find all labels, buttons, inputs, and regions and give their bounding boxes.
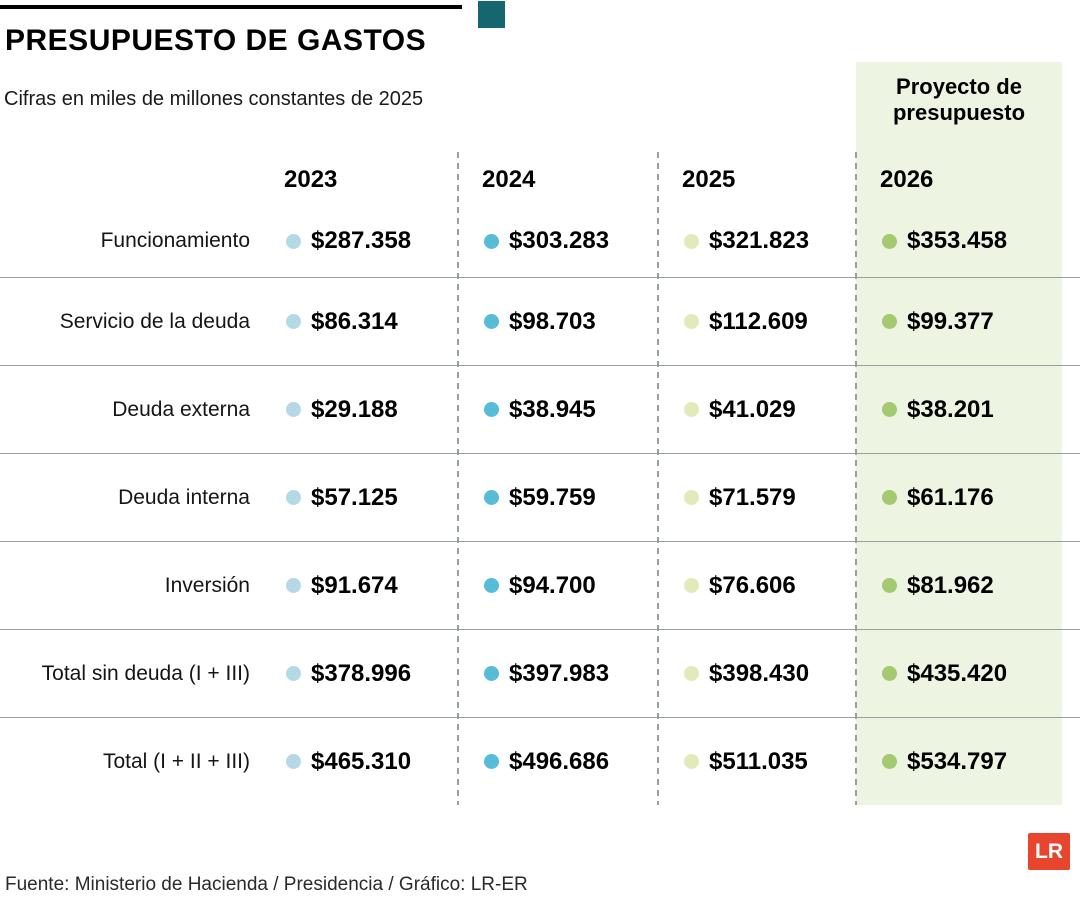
dot-icon xyxy=(882,666,897,681)
row-label: Total sin deuda (I + III) xyxy=(41,661,250,685)
row-label: Inversión xyxy=(164,573,250,597)
dot-icon xyxy=(684,314,699,329)
dot-icon xyxy=(882,754,897,769)
value-cell: $534.797 xyxy=(907,747,1008,775)
brand-square xyxy=(478,1,505,28)
table-row: Inversión $91.674 $94.700 $76.606 $81.96… xyxy=(0,541,1080,629)
dot-icon xyxy=(484,314,499,329)
value-cell: $61.176 xyxy=(907,483,994,511)
dot-icon xyxy=(484,666,499,681)
dot-icon xyxy=(882,314,897,329)
table-row: Deuda interna $57.125 $59.759 $71.579 $6… xyxy=(0,453,1080,541)
dot-icon xyxy=(684,666,699,681)
value-cell: $29.188 xyxy=(311,395,398,423)
row-label: Deuda externa xyxy=(112,397,250,421)
row-label: Deuda interna xyxy=(118,485,250,509)
value-cell: $99.377 xyxy=(907,307,994,335)
table-header-row: 2023 2024 2025 2026 xyxy=(0,155,1080,205)
value-cell: $465.310 xyxy=(311,747,412,775)
dot-icon xyxy=(484,754,499,769)
row-label: Servicio de la deuda xyxy=(59,309,250,333)
value-cell: $435.420 xyxy=(907,659,1008,687)
column-header-2025: 2025 xyxy=(682,166,736,193)
dot-icon xyxy=(286,314,301,329)
value-cell: $76.606 xyxy=(709,571,796,599)
dot-icon xyxy=(882,490,897,505)
value-cell: $398.430 xyxy=(709,659,810,687)
value-cell: $86.314 xyxy=(311,307,398,335)
dot-icon xyxy=(684,578,699,593)
value-cell: $81.962 xyxy=(907,571,994,599)
dot-icon xyxy=(484,578,499,593)
value-cell: $287.358 xyxy=(311,227,412,254)
column-divider xyxy=(657,152,659,805)
value-cell: $112.609 xyxy=(709,307,808,335)
value-cell: $38.945 xyxy=(509,395,596,423)
dot-icon xyxy=(484,233,499,249)
page-title: PRESUPUESTO DE GASTOS xyxy=(5,24,427,57)
dot-icon xyxy=(286,754,301,769)
dot-icon xyxy=(286,490,301,505)
dot-icon xyxy=(882,578,897,593)
dot-icon xyxy=(684,233,699,249)
row-label: Funcionamiento xyxy=(100,229,250,253)
column-divider xyxy=(457,152,459,805)
value-cell: $303.283 xyxy=(509,227,610,254)
lr-logo-text: LR xyxy=(1035,839,1063,863)
dot-icon xyxy=(684,402,699,417)
subtitle: Cifras en miles de millones constantes d… xyxy=(4,88,424,110)
value-cell: $41.029 xyxy=(709,395,796,423)
value-cell: $59.759 xyxy=(509,483,596,511)
value-cell: $397.983 xyxy=(509,659,610,687)
budget-table: 2023 2024 2025 2026 Funcionamiento $287.… xyxy=(0,152,1080,805)
value-cell: $511.035 xyxy=(709,747,808,775)
source-note: Fuente: Ministerio de Hacienda / Preside… xyxy=(5,874,528,895)
value-cell: $57.125 xyxy=(311,483,398,511)
value-cell: $496.686 xyxy=(509,747,610,775)
dot-icon xyxy=(484,402,499,417)
value-cell: $71.579 xyxy=(709,483,796,511)
column-header-2024: 2024 xyxy=(482,166,536,193)
column-divider xyxy=(855,152,857,805)
dot-icon xyxy=(684,490,699,505)
column-header-2026: 2026 xyxy=(880,166,934,193)
dot-icon xyxy=(882,402,897,417)
highlight-panel: Proyecto de presupuesto xyxy=(856,62,1062,805)
dot-icon xyxy=(286,402,301,417)
value-cell: $94.700 xyxy=(509,571,596,599)
highlight-title: Proyecto de presupuesto xyxy=(892,74,1026,125)
column-header-2023: 2023 xyxy=(284,166,338,193)
top-rule xyxy=(0,5,462,9)
value-cell: $353.458 xyxy=(907,227,1008,254)
table-row: Deuda externa $29.188 $38.945 $41.029 $3… xyxy=(0,365,1080,453)
value-cell: $91.674 xyxy=(311,571,398,599)
dot-icon xyxy=(684,754,699,769)
value-cell: $378.996 xyxy=(311,659,412,687)
dot-icon xyxy=(882,233,897,249)
value-cell: $38.201 xyxy=(907,395,994,423)
dot-icon xyxy=(286,578,301,593)
lr-logo: LR xyxy=(1028,833,1070,870)
table-row: Total (I + II + III) $465.310 $496.686 $… xyxy=(0,717,1080,805)
row-label: Total (I + II + III) xyxy=(102,749,250,773)
value-cell: $98.703 xyxy=(509,307,596,335)
table-row: Servicio de la deuda $86.314 $98.703 $11… xyxy=(0,277,1080,365)
value-cell: $321.823 xyxy=(709,227,810,254)
dot-icon xyxy=(286,666,301,681)
table-row: Total sin deuda (I + III) $378.996 $397.… xyxy=(0,629,1080,717)
dot-icon xyxy=(484,490,499,505)
dot-icon xyxy=(286,233,301,249)
table-row: Funcionamiento $287.358 $303.283 $321.82… xyxy=(0,205,1080,277)
